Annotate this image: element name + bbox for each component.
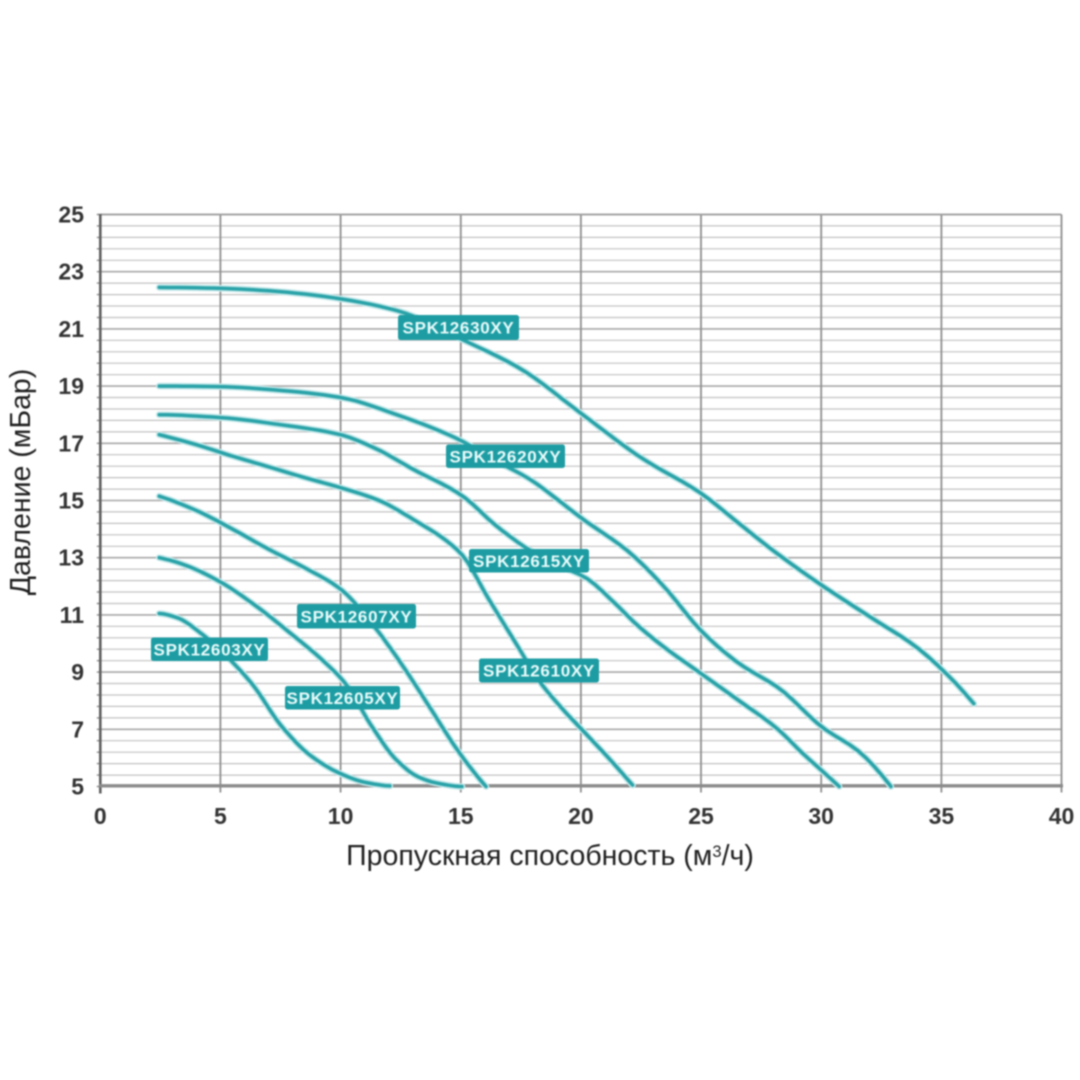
svg-text:5: 5 bbox=[214, 803, 227, 829]
svg-text:5: 5 bbox=[71, 774, 84, 800]
svg-text:13: 13 bbox=[58, 545, 84, 571]
svg-text:Пропускная способность (м3/ч): Пропускная способность (м3/ч) bbox=[346, 840, 754, 872]
svg-text:17: 17 bbox=[58, 430, 84, 456]
svg-text:SPK12615XY: SPK12615XY bbox=[473, 552, 585, 571]
svg-text:SPK12620XY: SPK12620XY bbox=[450, 447, 562, 466]
svg-text:25: 25 bbox=[688, 803, 714, 829]
svg-text:21: 21 bbox=[58, 316, 84, 342]
svg-text:11: 11 bbox=[60, 602, 85, 628]
svg-text:23: 23 bbox=[58, 259, 84, 285]
svg-text:19: 19 bbox=[58, 373, 84, 399]
svg-text:40: 40 bbox=[1049, 803, 1075, 829]
svg-text:9: 9 bbox=[71, 659, 84, 685]
svg-text:SPK12630XY: SPK12630XY bbox=[403, 319, 515, 338]
svg-text:SPK12610XY: SPK12610XY bbox=[483, 662, 595, 681]
svg-text:15: 15 bbox=[58, 488, 84, 514]
svg-text:10: 10 bbox=[328, 803, 354, 829]
svg-text:0: 0 bbox=[94, 803, 107, 829]
svg-text:20: 20 bbox=[568, 803, 594, 829]
svg-text:15: 15 bbox=[448, 803, 474, 829]
svg-text:SPK12607XY: SPK12607XY bbox=[301, 607, 413, 626]
svg-text:SPK12605XY: SPK12605XY bbox=[287, 689, 399, 708]
svg-text:30: 30 bbox=[808, 803, 834, 829]
svg-text:7: 7 bbox=[71, 716, 84, 742]
svg-text:SPK12603XY: SPK12603XY bbox=[154, 640, 266, 659]
svg-text:25: 25 bbox=[58, 202, 84, 228]
svg-text:35: 35 bbox=[929, 803, 955, 829]
svg-text:Давление (мБар): Давление (мБар) bbox=[5, 369, 37, 596]
